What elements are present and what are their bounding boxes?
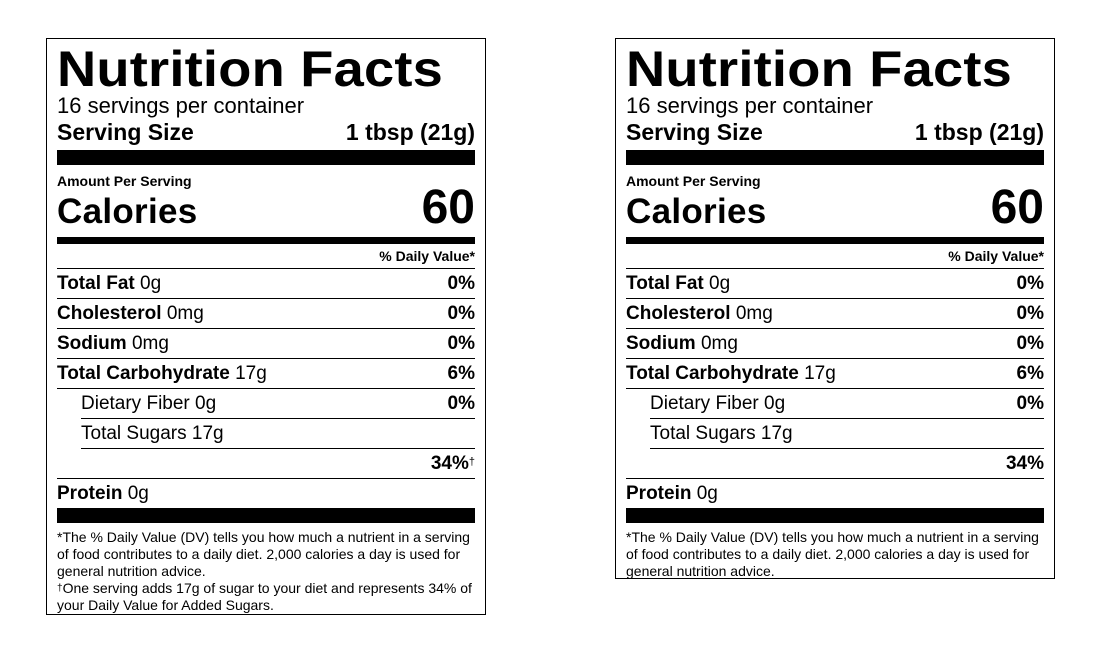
footnote-daily-value: *The % Daily Value (DV) tells you how mu… xyxy=(57,529,470,579)
calories-value: 60 xyxy=(990,181,1044,234)
label-title: Nutrition Facts xyxy=(57,41,444,97)
dietary-fiber-label: Dietary Fiber 0g xyxy=(81,392,217,414)
added-sugars-row: 34% † xyxy=(57,449,475,479)
dietary-fiber-label: Dietary Fiber 0g xyxy=(650,392,786,414)
nutrient-daily-value: 0% xyxy=(447,272,475,294)
calories-row: Calories 60 xyxy=(57,181,475,234)
dietary-fiber-daily-value: 0% xyxy=(1016,392,1044,414)
added-sugars-row: 34% xyxy=(626,449,1044,479)
daily-value-header: % Daily Value* xyxy=(626,244,1044,269)
divider-thick xyxy=(626,150,1044,165)
nutrition-label-left: Nutrition Facts 16 servings per containe… xyxy=(46,38,486,615)
servings-per-container: 16 servings per container xyxy=(57,93,305,118)
serving-size-value: 1 tbsp (21g) xyxy=(345,119,475,145)
calories-label: Calories xyxy=(626,192,767,231)
footnote-daily-value: *The % Daily Value (DV) tells you how mu… xyxy=(626,529,1039,579)
footnote: *The % Daily Value (DV) tells you how mu… xyxy=(57,529,475,614)
footnote-dagger-mark: † xyxy=(57,583,63,594)
nutrient-amount: 0mg xyxy=(700,332,738,354)
nutrient-row: Sodium 0mg 0% xyxy=(626,329,1044,359)
nutrient-name: Total Carbohydrate xyxy=(626,362,799,384)
nutrition-label-right: Nutrition Facts 16 servings per containe… xyxy=(615,38,1055,579)
serving-size-row: Serving Size 1 tbsp (21g) xyxy=(626,118,1044,146)
nutrient-daily-value: 6% xyxy=(1016,362,1044,384)
nutrient-row: Total Carbohydrate 17g 6% xyxy=(626,359,1044,389)
nutrient-daily-value: 0% xyxy=(1016,272,1044,294)
nutrient-row: Total Fat 0g 0% xyxy=(57,269,475,299)
dietary-fiber-daily-value: 0% xyxy=(447,392,475,414)
dagger-mark: † xyxy=(468,455,475,468)
footnote-sugar: One serving adds 17g of sugar to your di… xyxy=(57,580,472,613)
divider-medium xyxy=(57,237,475,244)
nutrient-amount: 0g xyxy=(140,272,162,294)
added-sugars-daily-value: 34% xyxy=(1005,452,1044,474)
protein-name: Protein xyxy=(626,482,692,504)
dietary-fiber-row: Dietary Fiber 0g 0% xyxy=(650,389,1044,419)
divider-thick-bottom xyxy=(626,508,1044,523)
nutrient-row: Total Carbohydrate 17g 6% xyxy=(57,359,475,389)
label-title: Nutrition Facts xyxy=(626,41,1013,97)
protein-name: Protein xyxy=(57,482,123,504)
protein-amount: 0g xyxy=(127,482,149,504)
nutrient-name: Cholesterol xyxy=(57,302,162,324)
nutrient-name: Cholesterol xyxy=(626,302,731,324)
nutrient-name: Sodium xyxy=(57,332,127,354)
serving-size-label: Serving Size xyxy=(626,119,763,145)
nutrient-amount: 0g xyxy=(709,272,731,294)
nutrient-daily-value: 0% xyxy=(1016,302,1044,324)
added-sugars-daily-value: 34% xyxy=(430,452,469,474)
protein-row: Protein 0g xyxy=(57,479,475,508)
protein-amount: 0g xyxy=(696,482,718,504)
nutrient-daily-value: 6% xyxy=(447,362,475,384)
dietary-fiber-row: Dietary Fiber 0g 0% xyxy=(81,389,475,419)
serving-size-row: Serving Size 1 tbsp (21g) xyxy=(57,118,475,146)
nutrient-amount: 17g xyxy=(804,362,836,384)
servings-per-container: 16 servings per container xyxy=(626,93,874,118)
divider-thick xyxy=(57,150,475,165)
total-sugars-row: Total Sugars 17g xyxy=(650,419,1044,449)
calories-row: Calories 60 xyxy=(626,181,1044,234)
nutrient-name: Sodium xyxy=(626,332,696,354)
footnote-sugar-line: †One serving adds 17g of sugar to your d… xyxy=(57,580,475,614)
amount-per-serving: Amount Per Serving xyxy=(626,173,761,189)
daily-value-header: % Daily Value* xyxy=(57,244,475,269)
nutrient-name: Total Fat xyxy=(626,272,704,294)
serving-size-label: Serving Size xyxy=(57,119,194,145)
total-sugars-row: Total Sugars 17g xyxy=(81,419,475,449)
divider-thick-bottom xyxy=(57,508,475,523)
nutrient-row: Total Fat 0g 0% xyxy=(626,269,1044,299)
serving-size-value: 1 tbsp (21g) xyxy=(914,119,1044,145)
nutrient-amount: 17g xyxy=(235,362,267,384)
nutrient-name: Total Carbohydrate xyxy=(57,362,230,384)
nutrient-row: Cholesterol 0mg 0% xyxy=(626,299,1044,329)
nutrient-daily-value: 0% xyxy=(1016,332,1044,354)
nutrient-daily-value: 0% xyxy=(447,332,475,354)
nutrient-amount: 0mg xyxy=(131,332,169,354)
calories-label: Calories xyxy=(57,192,198,231)
divider-medium xyxy=(626,237,1044,244)
nutrient-name: Total Fat xyxy=(57,272,135,294)
nutrient-row: Cholesterol 0mg 0% xyxy=(57,299,475,329)
total-sugars-label: Total Sugars 17g xyxy=(81,422,224,444)
nutrient-amount: 0mg xyxy=(166,302,204,324)
nutrient-daily-value: 0% xyxy=(447,302,475,324)
amount-per-serving: Amount Per Serving xyxy=(57,173,192,189)
nutrient-amount: 0mg xyxy=(735,302,773,324)
nutrient-row: Sodium 0mg 0% xyxy=(57,329,475,359)
protein-row: Protein 0g xyxy=(626,479,1044,508)
footnote: *The % Daily Value (DV) tells you how mu… xyxy=(626,529,1044,580)
calories-value: 60 xyxy=(421,181,475,234)
total-sugars-label: Total Sugars 17g xyxy=(650,422,793,444)
